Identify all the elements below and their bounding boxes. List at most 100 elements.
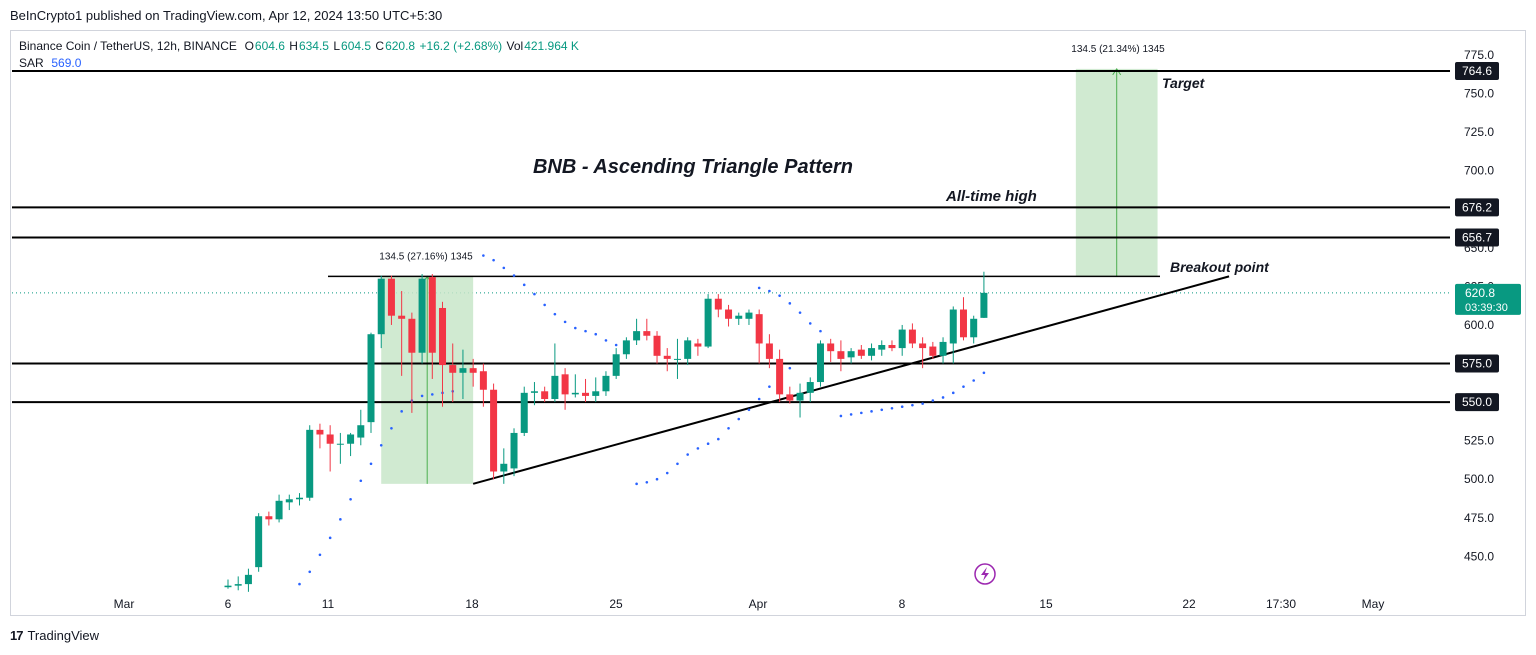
sar-dot [594, 332, 598, 336]
candle-body [663, 355, 671, 359]
candle-body [469, 368, 477, 373]
candle-body [725, 309, 733, 319]
time-tick-label: 17:30 [1266, 597, 1296, 611]
level-price-badge [1455, 62, 1499, 81]
time-tick-label: Mar [114, 597, 135, 611]
candle-body [755, 314, 763, 344]
sar-dot [727, 427, 730, 430]
level-price-label: 656.7 [1462, 230, 1492, 244]
candle-body [551, 375, 559, 399]
sar-dot [676, 462, 679, 466]
sar-dot [482, 254, 485, 257]
sar-dot [819, 329, 822, 333]
level-price-badge [1455, 354, 1499, 373]
candle-body [816, 343, 824, 383]
sar-dot [635, 482, 638, 486]
candle-body [786, 394, 794, 401]
symbol-label[interactable]: Binance Coin / TetherUS, 12h, BINANCE [19, 39, 237, 53]
level-price-label: 575.0 [1462, 357, 1492, 371]
chart-annotation: All-time high [945, 188, 1037, 205]
candle-body [367, 334, 375, 423]
candle-body [714, 298, 722, 310]
low-value: 604.5 [341, 39, 372, 53]
chart-annotation: Target [1162, 75, 1206, 91]
sar-dot [379, 443, 383, 447]
sar-dot [737, 417, 741, 421]
sar-dot [553, 312, 557, 316]
sar-dot [328, 536, 332, 540]
candle-body [479, 371, 487, 390]
sar-label[interactable]: SAR [19, 56, 44, 70]
sar-dot [706, 442, 710, 446]
candle-body [418, 278, 426, 353]
candle-body [500, 463, 508, 472]
candle-body [857, 349, 865, 356]
time-tick-label: 18 [465, 597, 479, 611]
sar-dot [390, 427, 393, 430]
sar-dot [788, 366, 792, 370]
sar-dot [931, 399, 935, 402]
candle-body [673, 358, 681, 360]
sar-dot [921, 402, 924, 405]
candle-body [622, 340, 630, 355]
price-tick-label: 525.0 [1464, 434, 1494, 448]
tradingview-brand[interactable]: 17 TradingView [10, 628, 99, 643]
sar-dot [941, 396, 945, 399]
level-price-badge [1455, 228, 1499, 247]
time-tick-label: 22 [1182, 597, 1196, 611]
candle-body [510, 432, 518, 469]
candle-body [939, 341, 947, 356]
chart-title: BNB - Ascending Triangle Pattern [533, 156, 853, 178]
sar-dot [778, 294, 781, 297]
candle-body [612, 354, 620, 376]
low-label: L [333, 39, 341, 53]
candle-body [796, 392, 804, 401]
candle-body [530, 391, 538, 393]
candle-body [377, 278, 385, 335]
sar-dot [860, 411, 863, 415]
candle-body [336, 443, 344, 445]
price-tick-label: 775.0 [1464, 48, 1494, 62]
sar-dot [982, 371, 986, 375]
price-tick-label: 600.0 [1464, 318, 1494, 332]
candle-body [490, 389, 498, 472]
measure-label: 134.5 (21.34%) 1345 [1071, 44, 1165, 55]
candle-body [970, 318, 978, 338]
measure-arrow-head [1112, 67, 1122, 76]
sar-dot [788, 302, 792, 305]
candle-body [592, 391, 600, 396]
candle-body [745, 312, 753, 319]
candle-body [806, 382, 814, 393]
time-tick-label: May [1362, 597, 1385, 611]
candle-body [602, 375, 610, 392]
price-tick-label: 700.0 [1464, 164, 1494, 178]
candle-body [398, 315, 406, 319]
price-tick-label: 475.0 [1464, 511, 1494, 525]
tradingview-logo-icon: 17 [10, 628, 24, 643]
candle-body [827, 343, 835, 352]
chart-annotation: Breakout point [1170, 259, 1270, 275]
candle-body [653, 335, 661, 356]
candle-body [959, 309, 967, 338]
level-price-label: 764.6 [1462, 64, 1492, 78]
ohlc-row: Binance Coin / TetherUS, 12h, BINANCE O6… [19, 38, 580, 55]
sar-dot [768, 385, 771, 388]
sar-dot [512, 274, 516, 277]
sar-dot [400, 410, 403, 413]
candle-body [224, 585, 232, 588]
last-price-badge [1455, 283, 1521, 315]
sar-dot [665, 471, 669, 475]
time-tick-label: 15 [1039, 597, 1053, 611]
sar-dot [339, 518, 342, 521]
sar-dot [563, 320, 567, 324]
candle-body [980, 292, 988, 318]
volume-value: 421.964 K [524, 39, 579, 53]
sar-dot [502, 266, 506, 270]
sar-dot [839, 414, 843, 418]
sar-dot [349, 497, 352, 501]
candle-body [837, 351, 845, 359]
candle-body [684, 340, 692, 359]
sar-dot [798, 311, 802, 314]
price-tick-label: 750.0 [1464, 87, 1494, 101]
